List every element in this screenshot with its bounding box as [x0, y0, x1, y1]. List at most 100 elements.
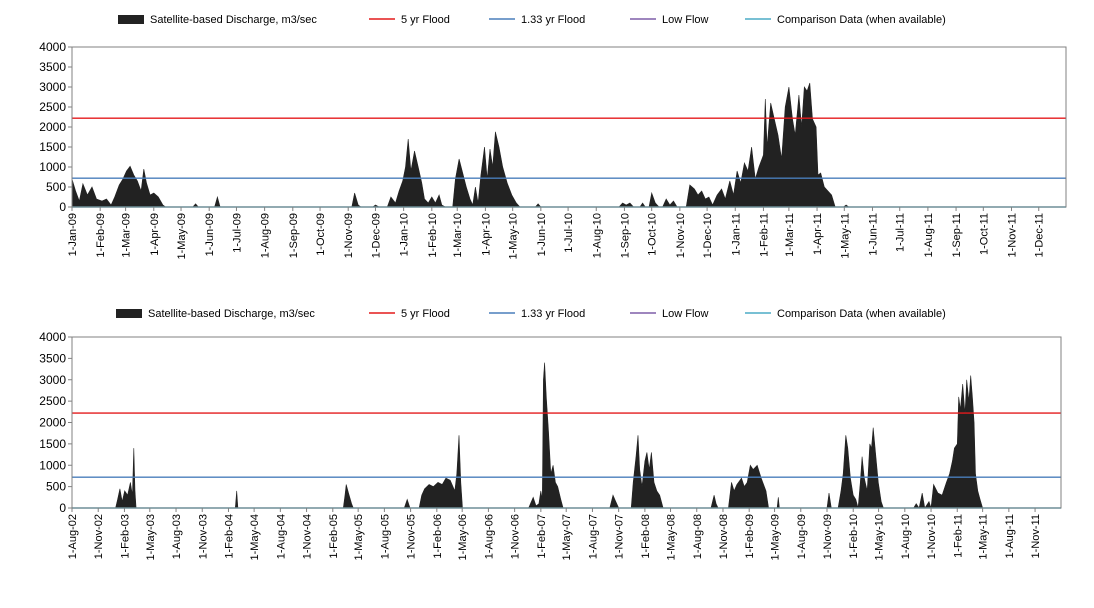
x-tick-label: 1-Feb-09 [744, 514, 756, 559]
y-tick-label: 3000 [39, 373, 66, 387]
x-tick-label: 1-May-09 [176, 213, 188, 259]
x-tick-label: 1-Jan-11 [730, 213, 742, 256]
x-tick-label: 1-Jul-10 [563, 213, 575, 253]
x-tick-label: 1-Feb-07 [536, 514, 548, 559]
x-tick-label: 1-Aug-11 [1004, 514, 1016, 558]
y-tick-label: 500 [46, 180, 66, 194]
y-tick-label: 3500 [39, 60, 66, 74]
x-tick-label: 1-Aug-03 [171, 514, 183, 559]
x-tick-label: 1-May-07 [561, 514, 573, 560]
x-tick-label: 1-Oct-10 [647, 213, 659, 256]
x-tick-label: 1-Aug-10 [900, 514, 912, 559]
y-tick-label: 1500 [39, 437, 66, 451]
legend-label: 1.33 yr Flood [521, 14, 585, 26]
x-tick-label: 1-May-11 [839, 213, 851, 259]
chart-2009-2011: Satellite-based Discharge, m3/sec 5 yr Fl… [39, 14, 1067, 259]
x-tick-label: 1-Nov-09 [343, 213, 355, 258]
x-tick-label: 1-Dec-10 [702, 213, 714, 258]
x-tick-label: 1-Aug-10 [591, 213, 603, 258]
x-tick-label: 1-Dec-11 [1034, 213, 1046, 257]
legend-label: Low Flow [662, 308, 709, 320]
x-tick-label: 1-Jan-10 [399, 213, 411, 256]
discharge-area [71, 82, 1066, 208]
x-tick-label: 1-Feb-06 [432, 514, 444, 559]
legend-label: Comparison Data (when available) [777, 308, 946, 320]
x-tick-label: 1-Nov-10 [926, 514, 938, 559]
legend-label: 5 yr Flood [401, 308, 450, 320]
y-tick-label: 0 [59, 200, 66, 214]
y-tick-label: 2500 [39, 394, 66, 408]
x-tick-label: 1-Nov-05 [406, 514, 418, 559]
x-tick-label: 1-Nov-03 [197, 514, 209, 559]
x-tick-label: 1-Nov-11 [1006, 213, 1018, 257]
x-tick-label: 1-Oct-09 [315, 213, 327, 256]
plot-area-frame [71, 336, 1062, 509]
x-tick-label: 1-Feb-03 [119, 514, 131, 559]
legend-label: Comparison Data (when available) [777, 14, 946, 26]
legend: Satellite-based Discharge, m3/sec 5 yr Fl… [118, 14, 946, 26]
x-tick-label: 1-Jul-09 [231, 213, 243, 253]
y-tick-label: 500 [46, 480, 66, 494]
x-tick-label: 1-Nov-11 [1030, 514, 1042, 558]
x-tick-label: 1-Nov-02 [93, 514, 105, 559]
y-tick-label: 4000 [39, 40, 66, 54]
x-tick-label: 1-May-10 [874, 514, 886, 560]
x-tick-label: 1-Feb-10 [848, 514, 860, 559]
legend-label: Satellite-based Discharge, m3/sec [150, 14, 317, 26]
x-tick-label: 1-Jul-11 [895, 213, 907, 252]
x-tick-label: 1-Aug-02 [67, 514, 79, 559]
y-tick-label: 1500 [39, 140, 66, 154]
x-tick-label: 1-May-09 [770, 514, 782, 560]
x-tick-label: 1-Aug-07 [587, 514, 599, 559]
x-tick-label: 1-Feb-11 [758, 213, 770, 257]
x-tick-label: 1-Mar-11 [784, 213, 796, 257]
x-tick-label: 1-Jun-11 [867, 213, 879, 256]
x-tick-label: 1-Apr-10 [480, 213, 492, 256]
x-tick-label: 1-Jun-10 [536, 213, 548, 256]
chart-2002-2011: Satellite-based Discharge, m3/sec 5 yr Fl… [39, 308, 1062, 560]
y-tick-label: 0 [59, 501, 66, 515]
x-tick-label: 1-Mar-09 [121, 213, 133, 258]
x-tick-label: 1-May-05 [353, 514, 365, 560]
y-tick-label: 2000 [39, 416, 66, 430]
x-tick-label: 1-Nov-09 [822, 514, 834, 559]
x-tick-label: 1-Jun-09 [204, 213, 216, 256]
y-tick-label: 2000 [39, 120, 66, 134]
x-tick-label: 1-Jan-09 [67, 213, 79, 256]
x-tick-label: 1-Sep-11 [951, 213, 963, 257]
legend-label: 1.33 yr Flood [521, 308, 585, 320]
y-tick-label: 3500 [39, 351, 66, 365]
x-tick-label: 1-Nov-04 [302, 514, 314, 559]
x-tick-label: 1-Feb-04 [223, 514, 235, 559]
x-tick-label: 1-Aug-05 [379, 514, 391, 559]
x-tick-label: 1-Nov-10 [675, 213, 687, 258]
x-tick-label: 1-May-10 [508, 213, 520, 259]
x-tick-label: 1-Apr-09 [149, 213, 161, 256]
legend-label: Low Flow [662, 14, 709, 26]
plot-area-frame [71, 46, 1067, 208]
y-tick-label: 3000 [39, 80, 66, 94]
legend-label: 5 yr Flood [401, 14, 450, 26]
x-tick-label: 1-Aug-08 [692, 514, 704, 559]
x-tick-label: 1-Feb-05 [328, 514, 340, 559]
x-tick-label: 1-Aug-06 [483, 514, 495, 559]
y-tick-label: 4000 [39, 330, 66, 344]
discharge-area [72, 362, 1061, 509]
x-tick-label: 1-May-06 [457, 514, 469, 560]
x-tick-label: 1-May-04 [249, 514, 261, 560]
x-tick-label: 1-Feb-08 [640, 514, 652, 559]
x-tick-label: 1-Aug-04 [275, 514, 287, 559]
legend: Satellite-based Discharge, m3/sec 5 yr Fl… [116, 308, 946, 320]
x-tick-label: 1-Sep-10 [619, 213, 631, 258]
legend-label: Satellite-based Discharge, m3/sec [148, 308, 315, 320]
x-tick-label: 1-Aug-09 [796, 514, 808, 559]
x-tick-label: 1-May-03 [145, 514, 157, 560]
legend-swatch [116, 309, 142, 318]
y-tick-label: 1000 [39, 458, 66, 472]
x-tick-label: 1-Aug-11 [923, 213, 935, 257]
x-tick-label: 1-Oct-11 [978, 213, 990, 255]
y-tick-label: 2500 [39, 100, 66, 114]
x-tick-label: 1-Feb-09 [95, 213, 107, 258]
x-tick-label: 1-May-11 [978, 514, 990, 560]
